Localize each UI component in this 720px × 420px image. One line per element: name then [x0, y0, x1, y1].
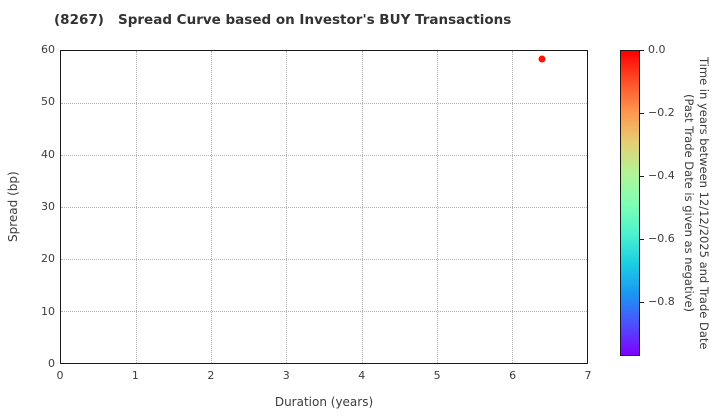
gridline-horizontal [61, 207, 587, 208]
x-axis-label: Duration (years) [274, 395, 374, 409]
colorbar-tick-label: −0.4 [648, 169, 675, 183]
plot-area [60, 50, 588, 364]
y-tick-label: 10 [41, 304, 55, 318]
colorbar-tick-mark [640, 50, 644, 51]
colorbar-tick-label: −0.2 [648, 106, 675, 120]
colorbar-tick-mark [640, 239, 644, 241]
x-tick-label: 5 [433, 369, 441, 382]
x-tick-label: 6 [509, 369, 517, 382]
gridline-horizontal [61, 103, 587, 104]
gridline-horizontal [61, 311, 587, 312]
x-tick-label: 0 [56, 369, 64, 382]
y-tick-label: 0 [48, 357, 55, 370]
x-tick-label: 2 [207, 369, 215, 382]
colorbar-tick-mark [640, 302, 644, 304]
y-tick-label: 30 [41, 200, 55, 213]
colorbar-tick-label: −0.8 [648, 295, 675, 309]
y-tick-label: 20 [41, 252, 55, 266]
gridline-horizontal [61, 259, 587, 260]
colorbar-gradient [620, 50, 640, 356]
y-tick-label: 40 [41, 147, 55, 161]
colorbar-tick-label: 0.0 [648, 43, 666, 56]
y-tick-label: 50 [41, 95, 55, 109]
colorbar-tick-mark [640, 176, 644, 178]
chart-title: (8267) Spread Curve based on Investor's … [54, 12, 512, 28]
colorbar-label: Time in years between 12/12/2025 and Tra… [681, 50, 711, 356]
x-tick-label: 3 [282, 369, 290, 382]
x-tick-label: 7 [584, 369, 592, 382]
colorbar-label-line2: (Past Trade Date is given as negative) [682, 93, 696, 313]
gridline-horizontal [61, 155, 587, 156]
colorbar-label-line1: Time in years between 12/12/2025 and Tra… [697, 56, 711, 350]
scatter-data-point [538, 55, 546, 63]
x-tick-label: 4 [358, 369, 366, 382]
colorbar-tick-mark [640, 113, 644, 115]
colorbar-tick-label: −0.6 [648, 232, 675, 246]
x-tick-label: 1 [131, 369, 139, 382]
y-tick-label: 60 [41, 43, 55, 56]
